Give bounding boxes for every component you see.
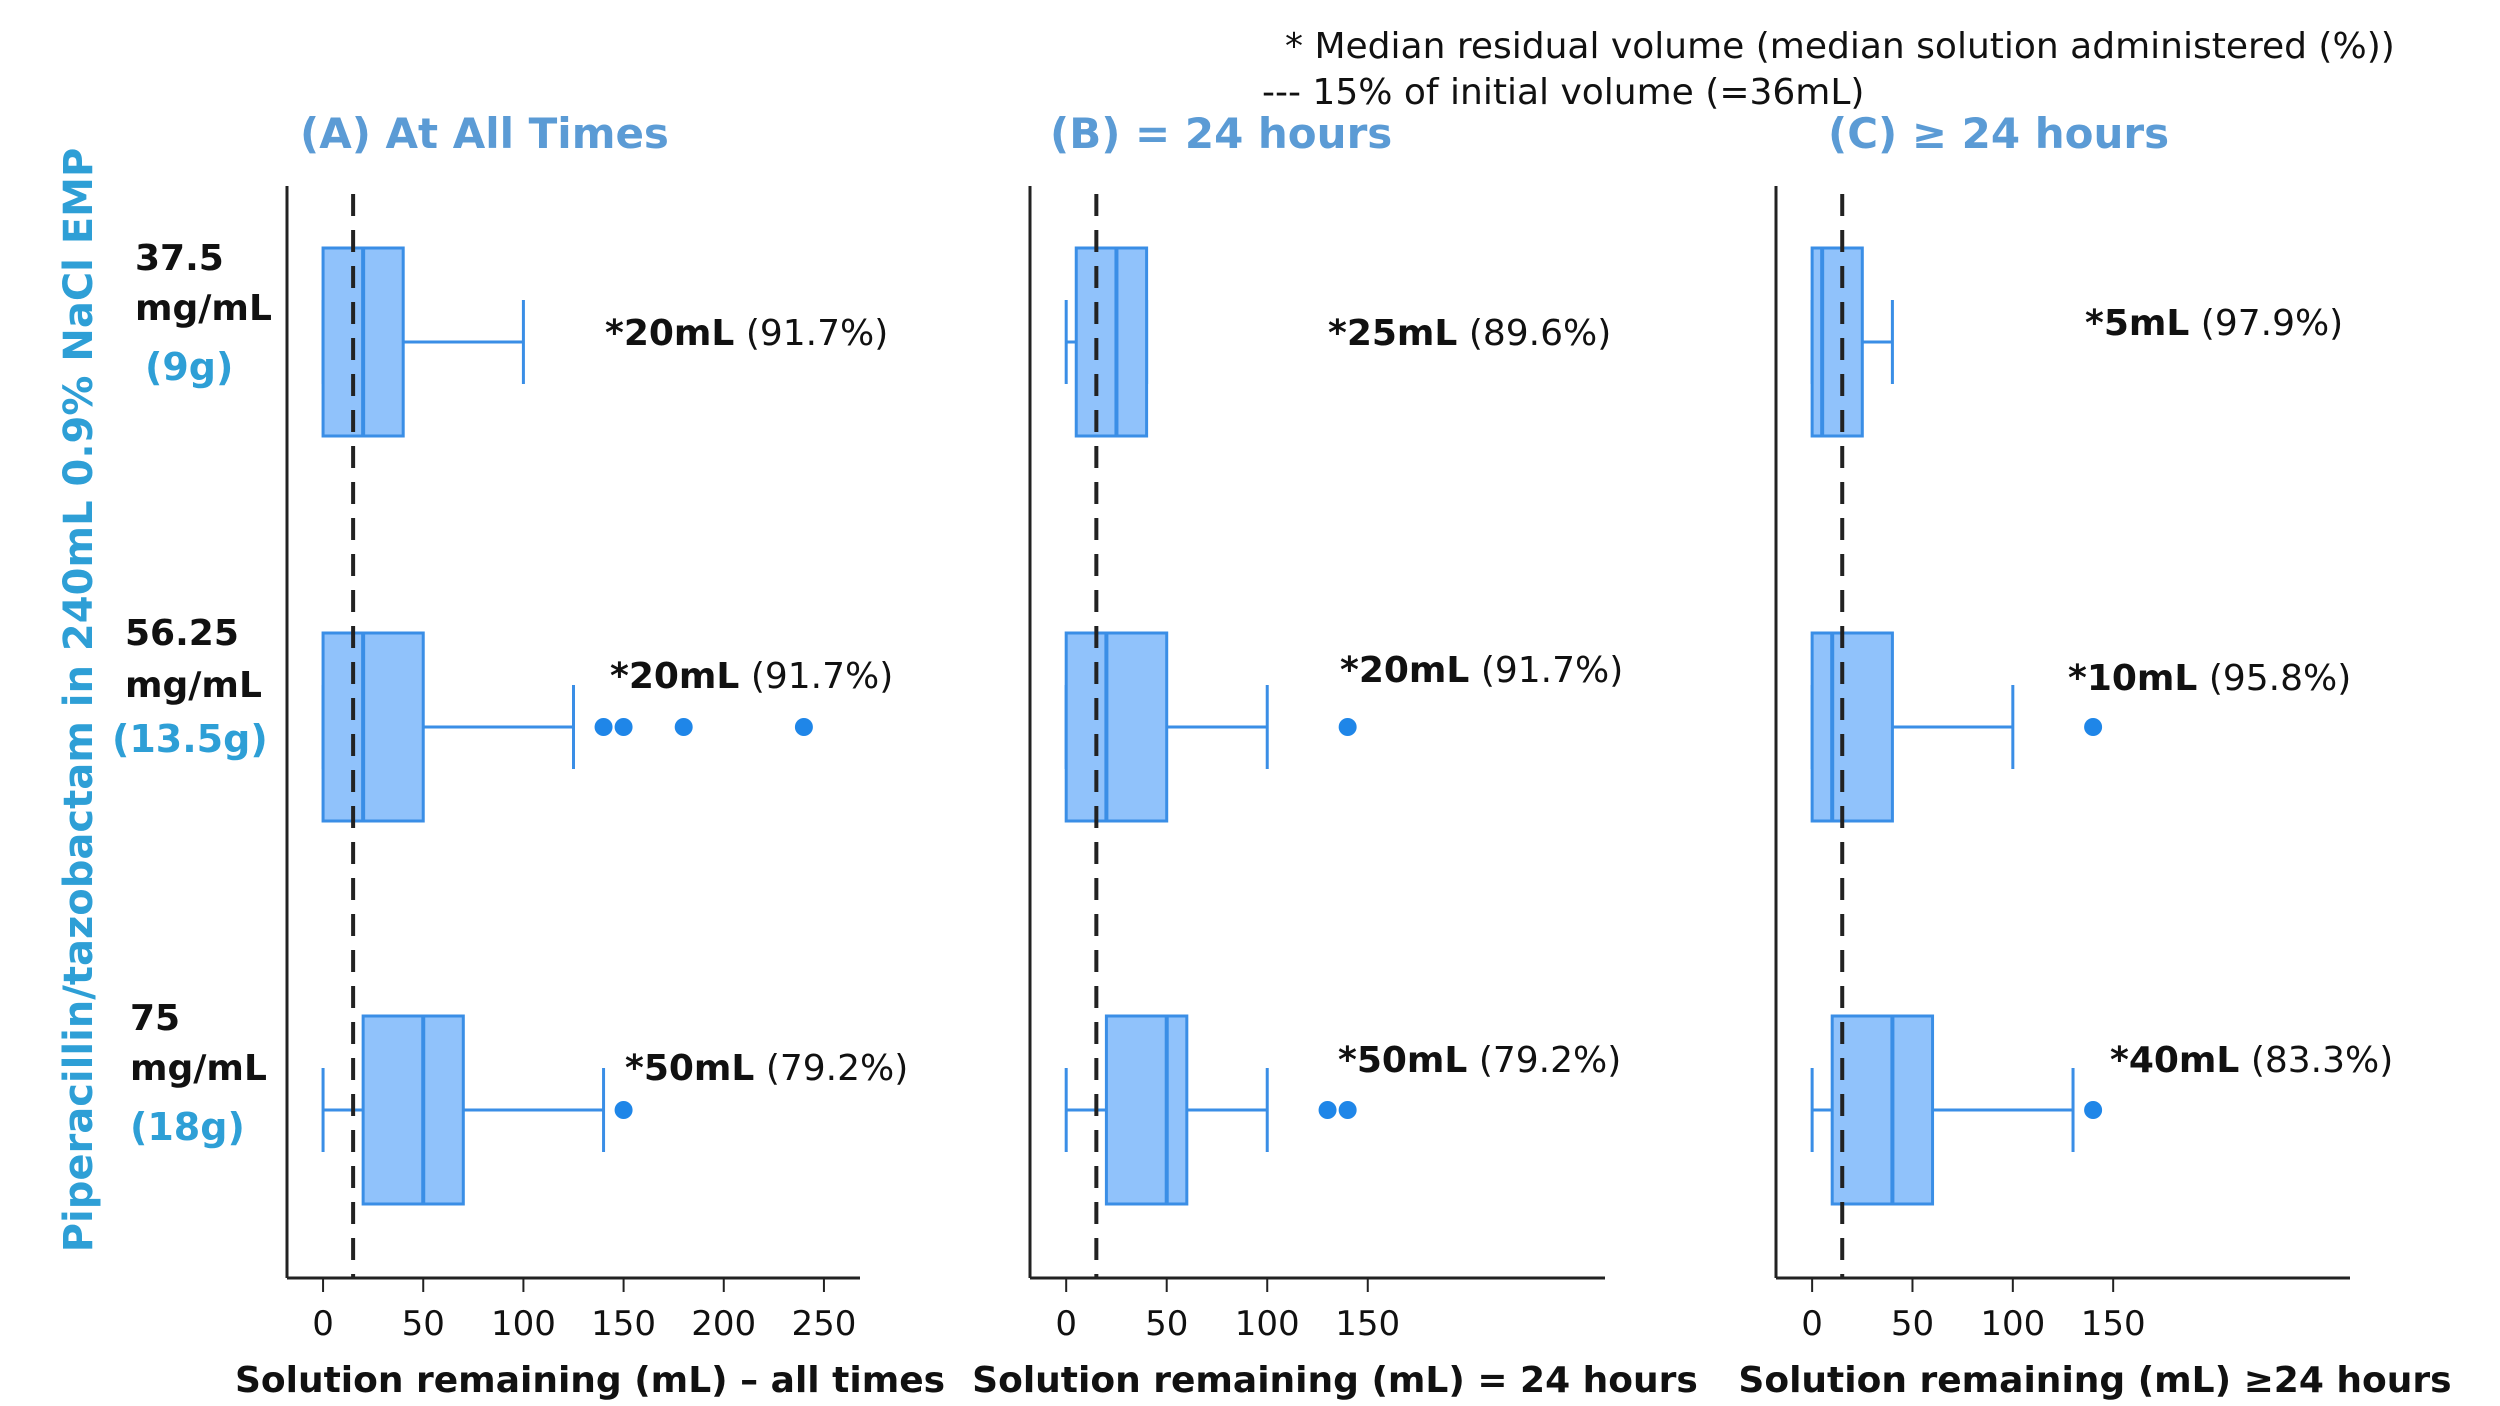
panel-2-tick-label-100: 100 bbox=[1235, 1304, 1300, 1344]
panel-3-annotation-1: *5mL (97.9%) bbox=[2085, 303, 2343, 344]
panel-1-box-3 bbox=[321, 1014, 633, 1206]
panel-3-annotation-3: *40mL (83.3%) bbox=[2110, 1040, 2393, 1081]
panel-3-tick-label-100: 100 bbox=[1980, 1304, 2045, 1344]
group-label-1-line1: 37.5 bbox=[135, 238, 224, 279]
outlier-point-1 bbox=[594, 718, 613, 736]
panel-2-tick-label-50: 50 bbox=[1145, 1304, 1188, 1344]
panel-2-x-label: Solution remaining (mL) = 24 hours bbox=[972, 1360, 1698, 1401]
panel-2-box-3 bbox=[1064, 1014, 1357, 1206]
outlier-point-1 bbox=[2084, 1101, 2103, 1119]
outlier-point-1 bbox=[1338, 718, 1357, 736]
group-label-3: 75 mg/mL (18g) bbox=[130, 998, 267, 1149]
group-label-3-dose: (18g) bbox=[130, 1105, 245, 1149]
outlier-point-4 bbox=[794, 718, 813, 736]
panel-1-annotation-2: *20mL (91.7%) bbox=[610, 656, 893, 697]
panel-1-box-2 bbox=[321, 631, 813, 823]
iqr-box bbox=[1074, 246, 1149, 438]
panel-2-tick-label-0: 0 bbox=[1055, 1304, 1077, 1344]
panel-2-annotation-1: *25mL (89.6%) bbox=[1328, 313, 1611, 354]
outlier-point-2 bbox=[614, 718, 633, 736]
outlier-point-1 bbox=[1318, 1101, 1337, 1119]
group-label-1: 37.5 mg/mL (9g) bbox=[135, 238, 272, 389]
group-label-1-dose: (9g) bbox=[145, 345, 233, 389]
panel-3-box-1 bbox=[1810, 246, 1894, 438]
legend-reference-note: --- 15% of initial volume (=36mL) bbox=[1262, 72, 1864, 113]
panel-2-box-2 bbox=[1064, 631, 1357, 823]
panel-3-annotation-2: *10mL (95.8%) bbox=[2068, 658, 2351, 699]
panel-3-x-label: Solution remaining (mL) ≥24 hours bbox=[1738, 1360, 2451, 1401]
outlier-point-1 bbox=[614, 1101, 633, 1119]
panel-2-tick-label-150: 150 bbox=[1335, 1304, 1400, 1344]
y-axis-label: Piperacillin/tazobactam in 240mL 0.9% Na… bbox=[56, 148, 102, 1253]
group-label-2-line2: mg/mL bbox=[125, 665, 262, 706]
outlier-point-1 bbox=[2084, 718, 2103, 736]
group-label-2: 56.25 mg/mL (13.5g) bbox=[112, 613, 268, 761]
iqr-box bbox=[1810, 246, 1864, 438]
panel-1-annotation-3: *50mL (79.2%) bbox=[625, 1048, 908, 1089]
panel-1-tick-label-50: 50 bbox=[402, 1304, 445, 1344]
iqr-box bbox=[321, 631, 425, 823]
panel-2-title: (B) = 24 hours bbox=[1050, 109, 1392, 158]
panel-3-box-3 bbox=[1810, 1014, 2103, 1206]
iqr-box bbox=[1830, 1014, 1935, 1206]
panel-1-annotation-1: *20mL (91.7%) bbox=[605, 313, 888, 354]
panel-3-tick-label-50: 50 bbox=[1891, 1304, 1934, 1344]
iqr-box bbox=[1104, 1014, 1189, 1206]
iqr-box bbox=[1064, 631, 1169, 823]
group-label-2-dose: (13.5g) bbox=[112, 717, 268, 761]
panel-1-title: (A) At All Times bbox=[300, 109, 669, 158]
panel-3-title: (C) ≥ 24 hours bbox=[1828, 109, 2169, 158]
group-label-3-line1: 75 bbox=[130, 998, 180, 1039]
panel-1-box-1 bbox=[321, 246, 525, 438]
panel-2-annotation-2: *20mL (91.7%) bbox=[1340, 650, 1623, 691]
panel-1: (A) At All Times 0 50 100 150 200 250 Solution … bbox=[235, 109, 945, 1401]
panel-2-box-1 bbox=[1064, 246, 1149, 438]
panel-2-annotation-3: *50mL (79.2%) bbox=[1338, 1040, 1621, 1081]
panel-3-tick-label-150: 150 bbox=[2081, 1304, 2146, 1344]
panel-3-box-2 bbox=[1810, 631, 2103, 823]
iqr-box bbox=[361, 1014, 465, 1206]
panel-2: (B) = 24 hours 0 50 100 150 Solution remainin… bbox=[972, 109, 1698, 1401]
panel-1-tick-label-250: 250 bbox=[791, 1304, 856, 1344]
iqr-box bbox=[1810, 631, 1894, 823]
outlier-point-2 bbox=[1338, 1101, 1357, 1119]
group-label-1-line2: mg/mL bbox=[135, 288, 272, 329]
panel-1-tick-label-0: 0 bbox=[312, 1304, 334, 1344]
panel-1-tick-label-100: 100 bbox=[491, 1304, 556, 1344]
group-label-2-line1: 56.25 bbox=[125, 613, 239, 654]
legend-median-note: * Median residual volume (median solutio… bbox=[1285, 26, 2395, 67]
chart-panels: (A) At All Times 0 50 100 150 200 250 Solution … bbox=[235, 109, 2452, 1401]
panel-1-tick-label-150: 150 bbox=[591, 1304, 656, 1344]
panel-3: (C) ≥ 24 hours 0 50 100 150 Solution remainin… bbox=[1738, 109, 2451, 1401]
outlier-point-3 bbox=[674, 718, 693, 736]
panel-3-tick-label-0: 0 bbox=[1801, 1304, 1823, 1344]
panel-1-tick-label-200: 200 bbox=[691, 1304, 756, 1344]
group-label-3-line2: mg/mL bbox=[130, 1048, 267, 1089]
panel-1-x-label: Solution remaining (mL) – all times bbox=[235, 1360, 945, 1401]
